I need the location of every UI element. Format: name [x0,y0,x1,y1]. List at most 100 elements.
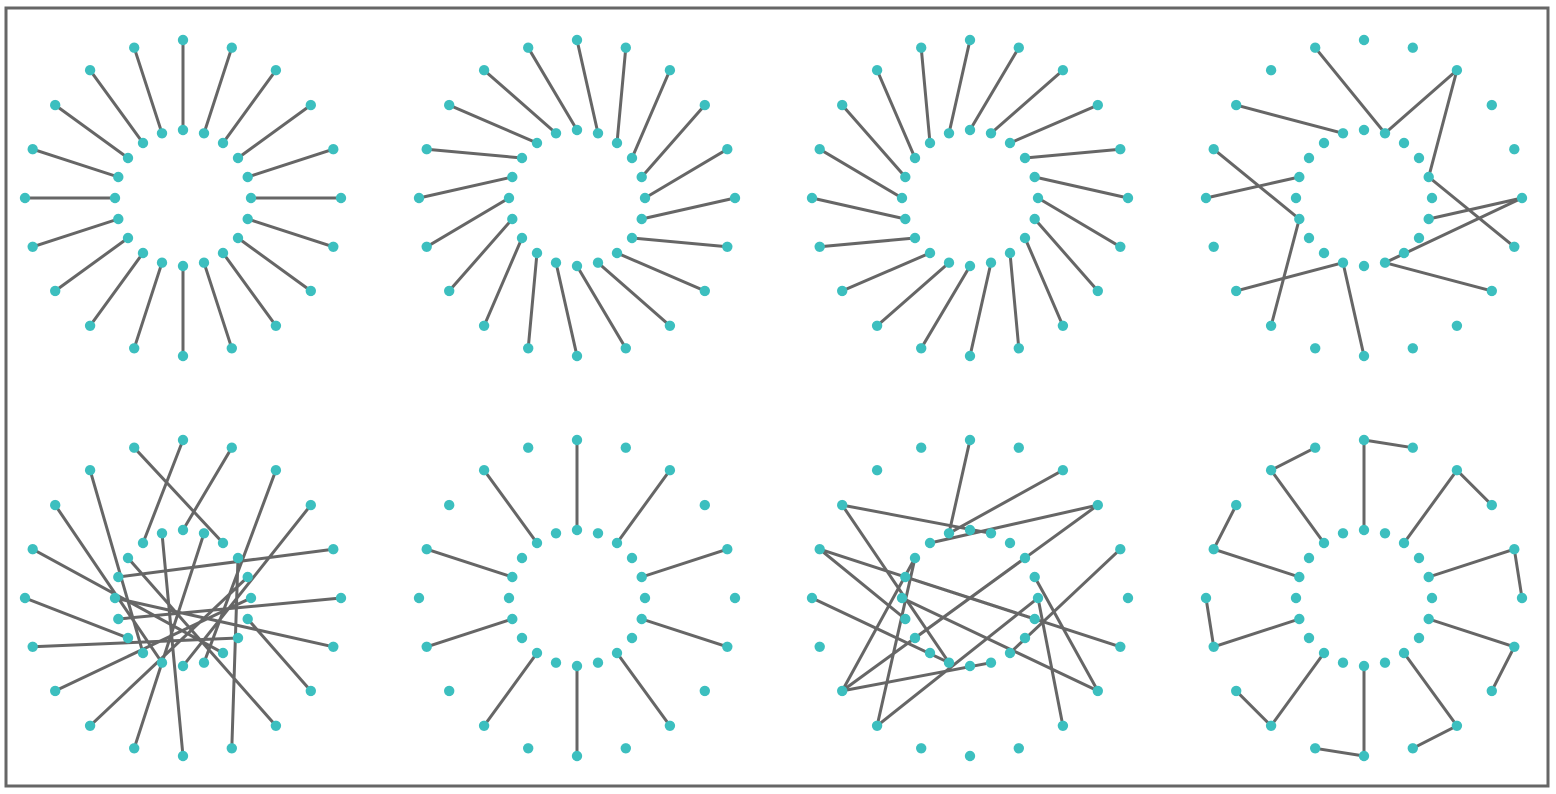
inner-node [1423,613,1434,625]
edge-line [989,68,1065,135]
inner-node [503,192,515,204]
outer-node [27,641,38,652]
inner-node [1426,192,1438,204]
inner-node [909,552,921,564]
edge-line [630,236,729,249]
edge-line [246,217,335,249]
inner-node [1358,124,1370,136]
edge-line [202,468,278,665]
inner-node [896,192,908,204]
inner-node [611,537,623,549]
outer-node [129,743,140,754]
inner-node [1398,647,1410,659]
edge-line [1512,547,1524,600]
outer-node [50,285,61,297]
inner-node [1029,171,1040,183]
inner-node [1318,247,1330,259]
outer-node [814,544,825,555]
inner-node [1398,247,1410,259]
inner-node [636,171,647,183]
edge-line [447,217,514,293]
figure-frame [4,6,1550,788]
inner-node [177,660,189,672]
inner-node [137,247,149,259]
edge-line [1212,147,1301,221]
edge-group [1204,46,1524,358]
outer-node [226,343,237,354]
outer-node [729,192,741,204]
inner-node [245,592,257,604]
outer-node [814,144,825,155]
outer-node [444,499,455,511]
edge-line [928,503,1100,545]
outer-node [1115,641,1126,652]
outer-node [699,285,710,297]
inner-node [113,613,124,625]
edge-line [88,68,145,145]
inner-node [516,152,528,164]
outer-node [1358,750,1370,762]
outer-node [1115,241,1126,252]
node-group [806,34,1134,362]
outer-node [871,320,883,331]
outer-node [916,343,927,354]
outer-node [806,592,818,604]
inner-node [1290,192,1302,204]
inner-node [611,137,623,149]
inner-node [122,152,134,164]
outer-node [177,750,189,762]
edge-line [1204,596,1216,649]
outer-node [1407,743,1419,754]
inner-node [964,524,976,536]
outer-node [1208,144,1219,155]
edge-line [1269,651,1326,728]
outer-node [1013,343,1024,354]
outer-node [50,99,61,111]
inner-node [122,552,134,564]
outer-node [1208,544,1219,555]
inner-node [232,632,244,644]
edge-line [1023,147,1122,160]
inner-node [109,192,121,204]
inner-node [1019,632,1031,644]
outer-node [1451,320,1463,331]
edge-line [447,103,539,145]
network-panel [19,34,347,362]
inner-node [232,552,244,564]
edge-line [840,503,951,665]
edge-line [1269,217,1301,328]
inner-node [636,613,647,625]
inner-node [198,257,210,268]
edge-line [1427,175,1516,249]
outer-node [1358,34,1370,46]
edge-line [615,251,707,293]
edge-line [913,503,1100,640]
outer-node [1122,192,1134,204]
outer-node [1407,442,1419,453]
edge-line [575,264,628,350]
outer-node [1516,592,1528,604]
outer-node [177,350,189,362]
inner-node [1413,632,1425,644]
outer-node [478,320,490,331]
outer-node [837,99,848,111]
inner-node [198,657,210,668]
outer-node [1265,65,1277,76]
edge-line [126,556,278,728]
edge-line [482,651,539,728]
edge-line [1490,645,1516,693]
edge-line [53,103,130,160]
inner-node [550,528,562,539]
inner-node [516,552,528,564]
edge-line [425,547,514,579]
inner-node [503,592,515,604]
inner-node [943,257,955,268]
inner-node [156,657,168,668]
outer-node [722,144,733,155]
inner-node [1303,552,1315,564]
outer-node [699,499,710,511]
inner-node [1413,152,1425,164]
outer-node [1358,434,1370,446]
outer-node [177,34,189,46]
